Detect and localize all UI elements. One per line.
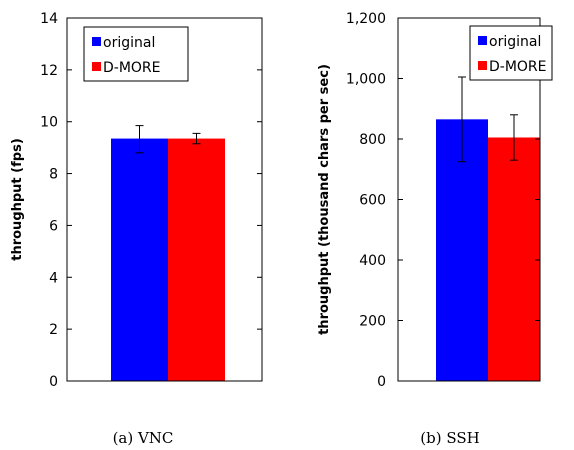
y-tick-label: 0 [49, 374, 58, 390]
chart-0: 0 2 4 6 8 10 12 14 throughput (fps) original D-MOR… [10, 11, 263, 447]
bar-d-more [488, 137, 540, 381]
y-tick-label: 12 [40, 63, 58, 79]
legend-label: D-MORE [489, 59, 547, 75]
legend-swatch [478, 61, 487, 70]
legend-label: original [489, 34, 541, 50]
legend-label: original [103, 35, 155, 51]
y-tick-label: 200 [359, 314, 386, 330]
y-tick-label: 14 [40, 11, 58, 27]
chart-1: 0 200 400 600 800 1,000 1,200 throughput (thous… [317, 11, 553, 447]
legend-swatch [478, 36, 487, 45]
bar-original [111, 138, 168, 381]
y-tick-label: 4 [49, 270, 58, 286]
y-tick-label: 1,000 [346, 72, 386, 88]
legend-box [83, 26, 189, 82]
y-axis-label: throughput (thousand chars per sec) [317, 64, 332, 335]
legend-swatch [92, 37, 101, 46]
legend-box [469, 25, 553, 81]
y-tick-label: 10 [40, 115, 58, 131]
plot-frame [66, 17, 263, 382]
legend-label: D-MORE [103, 60, 161, 76]
y-tick-label: 400 [359, 253, 386, 269]
chart-caption: (a) VNC [113, 429, 174, 447]
y-tick-label: 1,200 [346, 11, 386, 27]
y-tick-label: 2 [49, 322, 58, 338]
bar-original [436, 119, 488, 382]
y-tick-label: 800 [359, 132, 386, 148]
y-tick-label: 600 [359, 193, 386, 209]
chart-caption: (b) SSH [420, 429, 479, 447]
y-tick-label: 8 [49, 167, 58, 183]
y-tick-label: 6 [49, 218, 58, 234]
bar-d-more [168, 138, 225, 381]
y-axis-label: throughput (fps) [10, 138, 25, 261]
y-tick-label: 0 [377, 374, 386, 390]
legend-swatch [92, 62, 101, 71]
